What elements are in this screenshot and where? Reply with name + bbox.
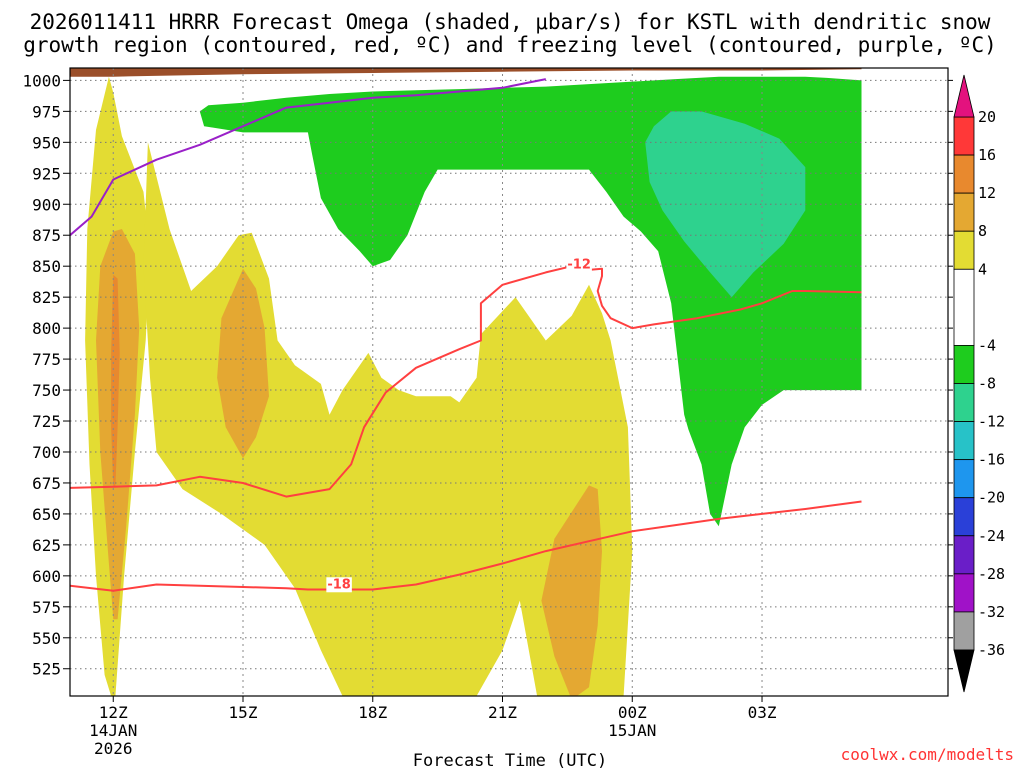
colorbar-band-4-to-8 — [953, 230, 975, 270]
colorbar: 20 16 12 8 4 -4 -8 -12 -16 -20 -24 -28 -32 -36 — [953, 74, 1005, 693]
x-tick-label-15Z: 15Z — [229, 703, 258, 722]
y-tick-label-650: 650 — [32, 505, 61, 524]
y-tick-label-950: 950 — [32, 133, 61, 152]
y-tick-label-975: 975 — [32, 102, 61, 121]
y-tick-label-825: 825 — [32, 288, 61, 307]
colorbar-band--12-to--8 — [953, 383, 975, 422]
x-tick-label-21Z: 21Z — [488, 703, 517, 722]
colorbar-band--4-to-4 — [953, 268, 975, 346]
colorbar-band--32-to--28 — [953, 573, 975, 613]
colorbar-label--8: -8 — [978, 375, 996, 393]
colorbar-label--28: -28 — [978, 565, 1005, 583]
chart-title-line-2: growth region (contoured, red, ºC) and f… — [23, 33, 997, 57]
y-tick-label-750: 750 — [32, 381, 61, 400]
colorbar-band--20-to--16 — [953, 459, 975, 499]
dgz-minus-12-line-label-bg — [566, 257, 592, 273]
x-tick-date-12Z: 14JAN — [89, 721, 137, 740]
colorbar-label--16: -16 — [978, 451, 1005, 469]
colorbar-label--20: -20 — [978, 489, 1005, 507]
x-axis-label: Forecast Time (UTC) — [413, 751, 607, 768]
colorbar-band--8-to--4 — [953, 345, 975, 384]
contour-labels: -18 -12 — [326, 257, 592, 593]
y-tick-label-600: 600 — [32, 567, 61, 586]
colorbar-band--36-to--32 — [953, 611, 975, 651]
y-tick-label-775: 775 — [32, 350, 61, 369]
dgz-minus-12-line-label: -12 — [567, 258, 591, 273]
y-tick-label-725: 725 — [32, 412, 61, 431]
colorbar-band-8-to-12 — [953, 192, 975, 232]
colorbar-top-arrow — [953, 74, 975, 118]
grid-lines — [70, 68, 948, 696]
colorbar-band-16-to-20 — [953, 116, 975, 156]
y-axis: 525 550 575 600 625 650 675 700 725 750 775 800 825 8… — [22, 71, 953, 679]
x-tick-label-03Z: 03Z — [748, 703, 777, 722]
terrain-layer — [70, 68, 862, 77]
x-tick-label-12Z: 12Z — [99, 703, 128, 722]
y-tick-label-925: 925 — [32, 164, 61, 183]
y-tick-label-800: 800 — [32, 319, 61, 338]
contour-lines — [70, 78, 862, 592]
y-tick-label-550: 550 — [32, 629, 61, 648]
plot-frame — [69, 67, 949, 697]
dgz-minus-12-line — [70, 265, 862, 498]
colorbar-band--16-to--12 — [953, 421, 975, 461]
omega-4-8-main — [143, 142, 633, 696]
dgz-minus-18-line — [70, 500, 862, 592]
y-tick-label-625: 625 — [32, 536, 61, 555]
colorbar-bottom-arrow — [953, 649, 975, 693]
omega-8-12-23z — [541, 485, 602, 696]
colorbar-label--24: -24 — [978, 527, 1005, 545]
y-tick-label-700: 700 — [32, 443, 61, 462]
colorbar-label--36: -36 — [978, 641, 1005, 659]
y-tick-label-900: 900 — [32, 195, 61, 214]
colorbar-label-20: 20 — [978, 108, 996, 126]
source-credit: coolwx.com/modelts — [841, 745, 1014, 764]
colorbar-label--32: -32 — [978, 603, 1005, 621]
y-tick-label-575: 575 — [32, 598, 61, 617]
colorbar-label--4: -4 — [978, 336, 996, 354]
colorbar-label--12: -12 — [978, 413, 1005, 431]
x-tick-label-00Z: 00Z — [618, 703, 647, 722]
colorbar-label-4: 4 — [978, 260, 987, 278]
dgz-minus-18-line-label-bg — [326, 577, 352, 593]
colorbar-band--24-to--20 — [953, 497, 975, 537]
y-tick-label-525: 525 — [32, 660, 61, 679]
colorbar-label-8: 8 — [978, 222, 987, 240]
x-tick-label-18Z: 18Z — [358, 703, 387, 722]
y-tick-label-1000: 1000 — [22, 71, 61, 90]
colorbar-label-16: 16 — [978, 146, 996, 164]
colorbar-label-12: 12 — [978, 184, 996, 202]
freezing-level-line — [70, 78, 546, 236]
y-tick-label-850: 850 — [32, 257, 61, 276]
x-tick-year-12Z: 2026 — [94, 739, 133, 758]
shaded-omega-regions — [85, 76, 862, 696]
colorbar-band--28-to--24 — [953, 535, 975, 575]
dgz-minus-18-line-label: -18 — [327, 577, 351, 592]
colorbar-band-12-to-16 — [953, 154, 975, 194]
chart-title-line-1: 2026011411 HRRR Forecast Omega (shaded, … — [30, 10, 991, 34]
y-tick-label-875: 875 — [32, 226, 61, 245]
y-tick-label-675: 675 — [32, 474, 61, 493]
terrain — [70, 68, 862, 77]
x-tick-date-00Z: 15JAN — [608, 721, 656, 740]
